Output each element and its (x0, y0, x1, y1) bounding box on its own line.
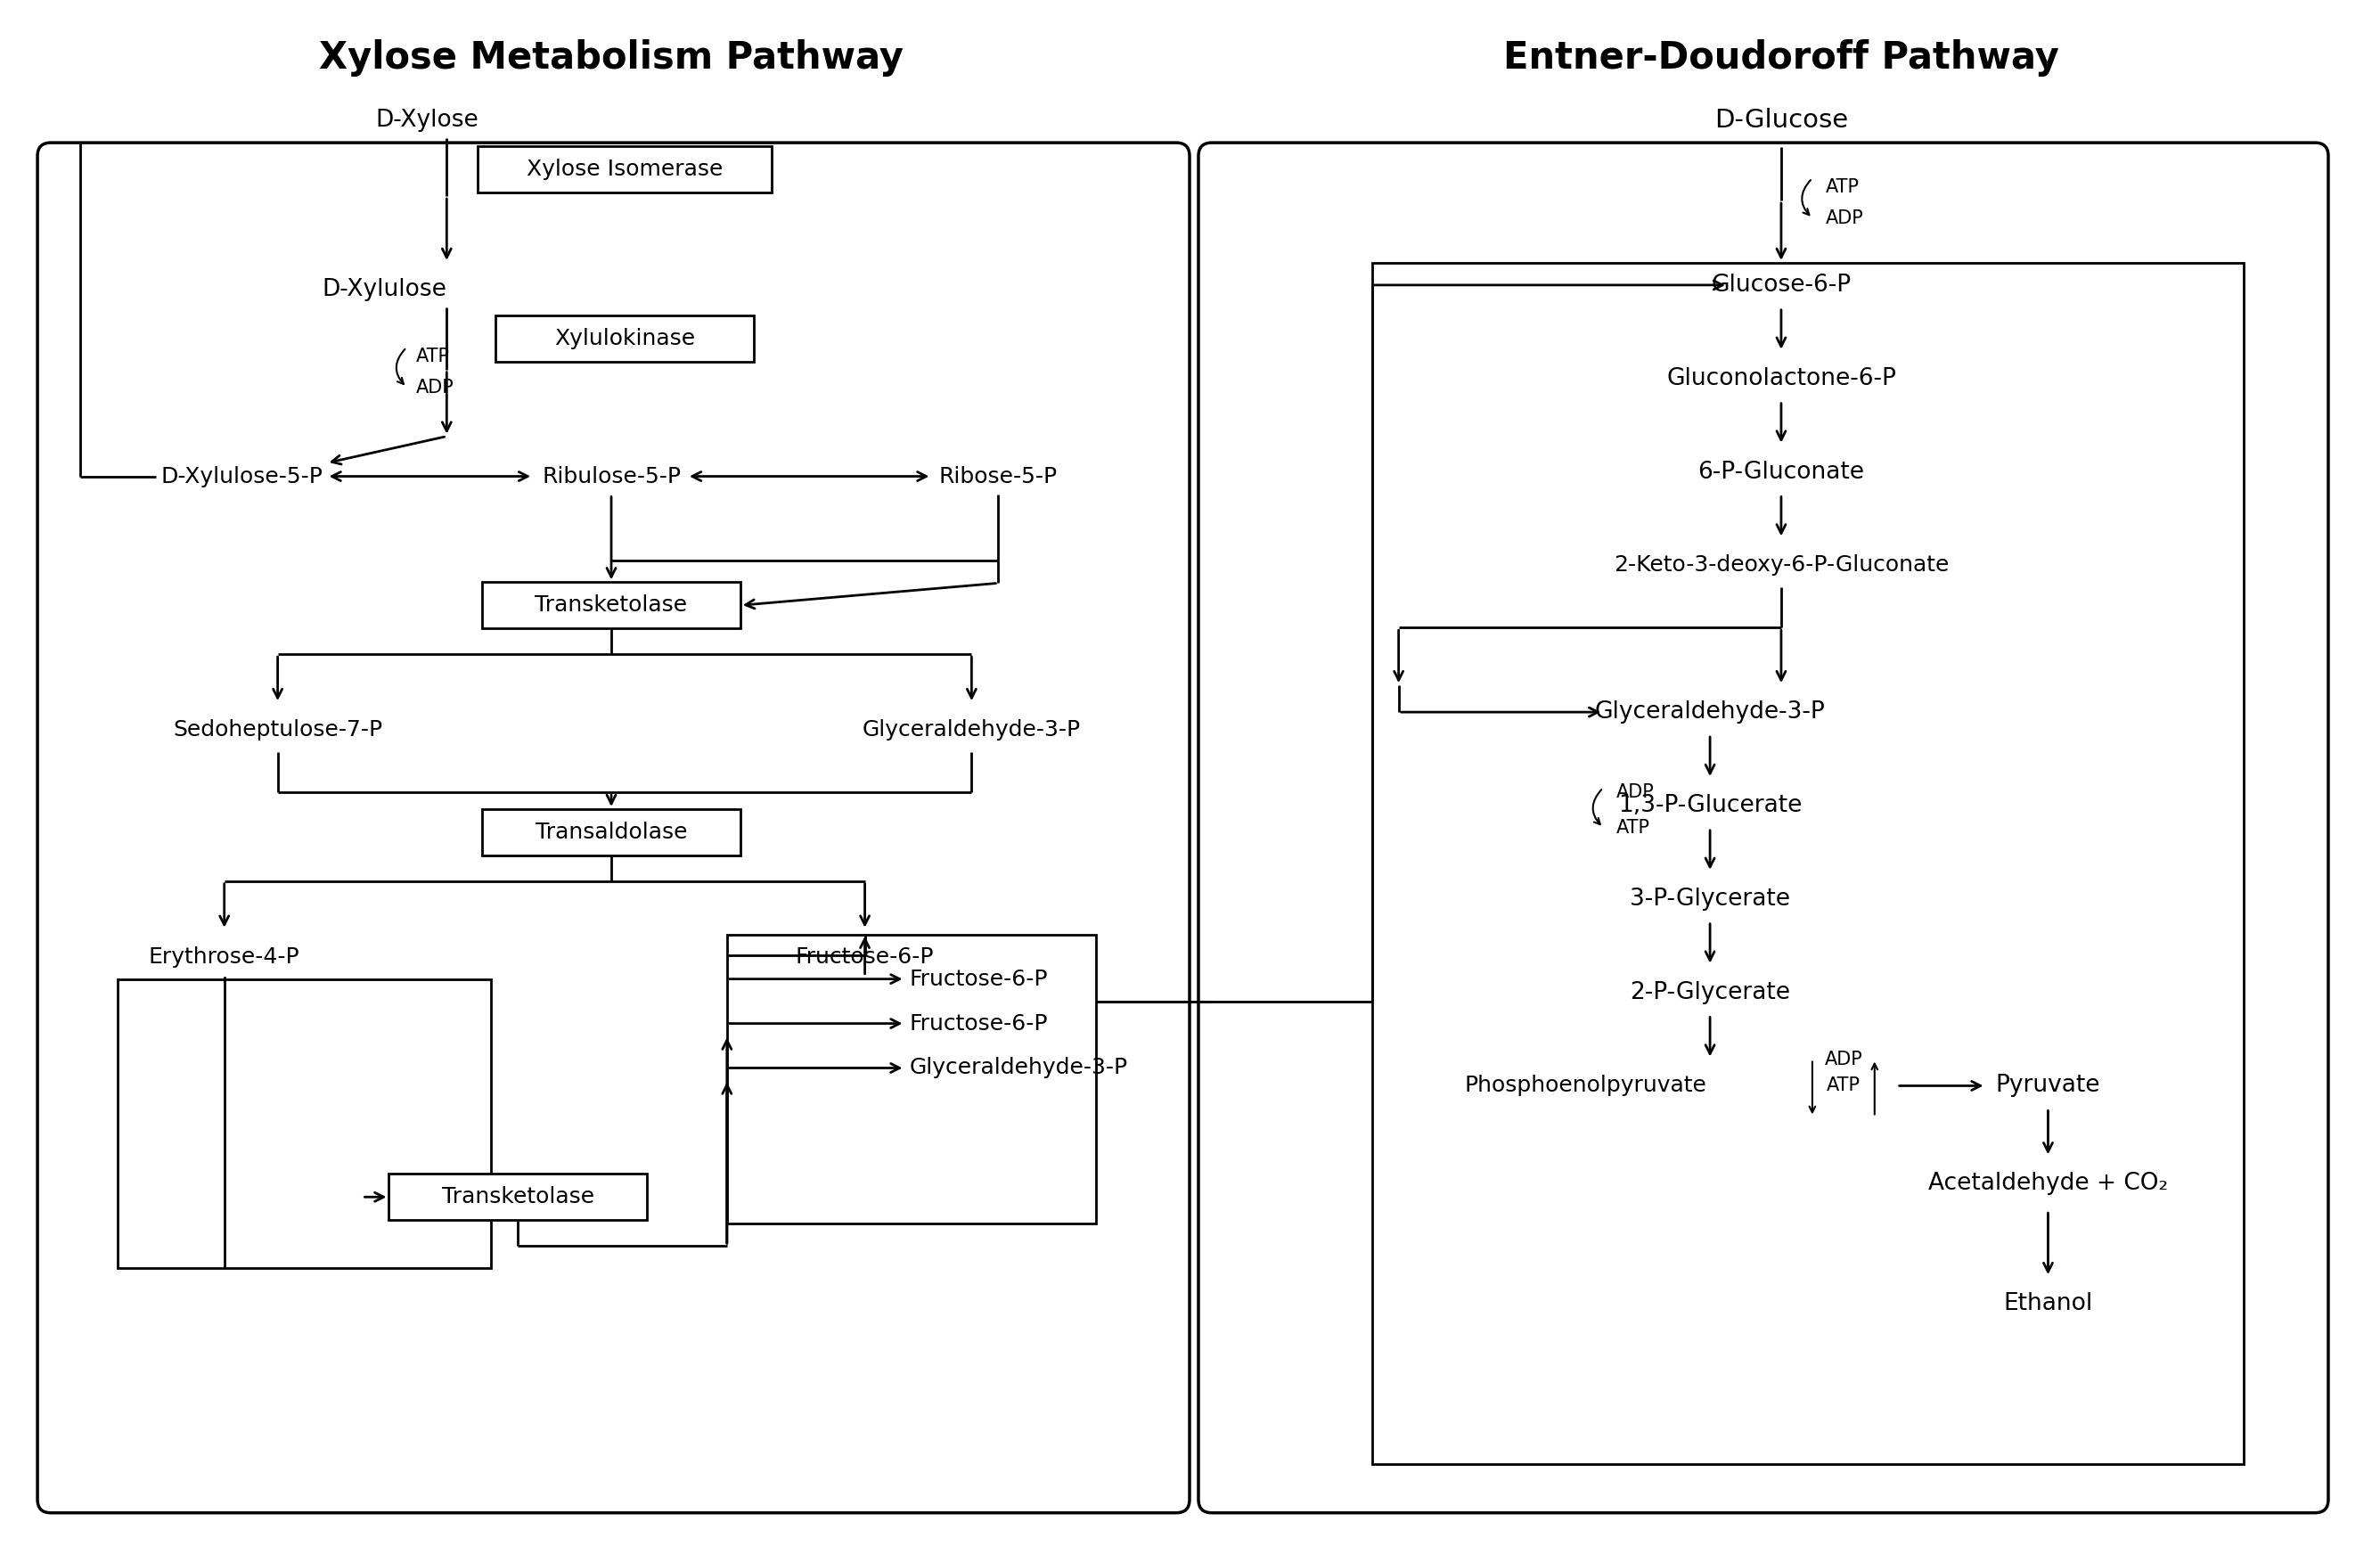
Text: ADP: ADP (1825, 209, 1864, 227)
FancyBboxPatch shape (478, 147, 771, 192)
Text: Fructose-6-P: Fructose-6-P (795, 946, 933, 967)
Text: Sedoheptulose-7-P: Sedoheptulose-7-P (174, 719, 383, 741)
Text: Acetaldehyde + CO₂: Acetaldehyde + CO₂ (1928, 1172, 2168, 1196)
Text: ATP: ATP (1825, 1077, 1861, 1094)
Text: ATP: ATP (1616, 819, 1649, 836)
Text: Phosphoenolpyruvate: Phosphoenolpyruvate (1464, 1075, 1706, 1097)
FancyBboxPatch shape (388, 1174, 647, 1221)
Text: Ribulose-5-P: Ribulose-5-P (543, 466, 681, 488)
Text: Ethanol: Ethanol (2004, 1293, 2092, 1316)
Text: Fructose-6-P: Fructose-6-P (909, 969, 1047, 989)
Text: Xylulokinase: Xylulokinase (555, 328, 695, 349)
Text: Transaldolase: Transaldolase (536, 822, 688, 842)
Text: ADP: ADP (1825, 1050, 1864, 1068)
Text: D-Glucose: D-Glucose (1714, 108, 1847, 133)
Text: Transketolase: Transketolase (443, 1186, 595, 1208)
Text: 1,3-P-Glucerate: 1,3-P-Glucerate (1618, 794, 1802, 817)
FancyBboxPatch shape (495, 316, 754, 361)
Text: 2-P-Glycerate: 2-P-Glycerate (1630, 980, 1790, 1003)
Text: Ribose-5-P: Ribose-5-P (940, 466, 1057, 488)
Text: ATP: ATP (416, 347, 450, 366)
Text: ADP: ADP (1616, 783, 1654, 802)
Text: 6-P-Gluconate: 6-P-Gluconate (1697, 460, 1864, 483)
Text: ATP: ATP (1825, 178, 1859, 195)
Text: Entner-Doudoroff Pathway: Entner-Doudoroff Pathway (1504, 39, 2059, 77)
FancyBboxPatch shape (117, 978, 490, 1268)
Text: D-Xylose: D-Xylose (376, 109, 478, 131)
Text: Transketolase: Transketolase (536, 594, 688, 616)
FancyBboxPatch shape (726, 935, 1097, 1224)
Text: Glyceraldehyde-3-P: Glyceraldehyde-3-P (862, 719, 1081, 741)
Text: 3-P-Glycerate: 3-P-Glycerate (1630, 888, 1790, 911)
Text: D-Xylulose-5-P: D-Xylulose-5-P (162, 466, 324, 488)
Text: Erythrose-4-P: Erythrose-4-P (148, 946, 300, 967)
FancyBboxPatch shape (483, 581, 740, 628)
FancyBboxPatch shape (1200, 142, 2328, 1513)
Text: D-Xylulose: D-Xylulose (321, 278, 447, 302)
Text: Fructose-6-P: Fructose-6-P (909, 1013, 1047, 1035)
Text: Pyruvate: Pyruvate (1997, 1074, 2102, 1097)
Text: 2-Keto-3-deoxy-6-P-Gluconate: 2-Keto-3-deoxy-6-P-Gluconate (1614, 555, 1949, 577)
FancyBboxPatch shape (483, 810, 740, 855)
FancyBboxPatch shape (38, 142, 1190, 1513)
Text: Glyceraldehyde-3-P: Glyceraldehyde-3-P (909, 1057, 1128, 1078)
Text: Xylose Metabolism Pathway: Xylose Metabolism Pathway (319, 39, 904, 77)
Text: Glucose-6-P: Glucose-6-P (1711, 274, 1852, 297)
Text: Glyceraldehyde-3-P: Glyceraldehyde-3-P (1595, 700, 1825, 724)
Text: Gluconolactone-6-P: Gluconolactone-6-P (1666, 367, 1897, 391)
FancyBboxPatch shape (1371, 263, 2244, 1465)
Text: ADP: ADP (416, 378, 455, 397)
Text: Xylose Isomerase: Xylose Isomerase (526, 159, 724, 180)
